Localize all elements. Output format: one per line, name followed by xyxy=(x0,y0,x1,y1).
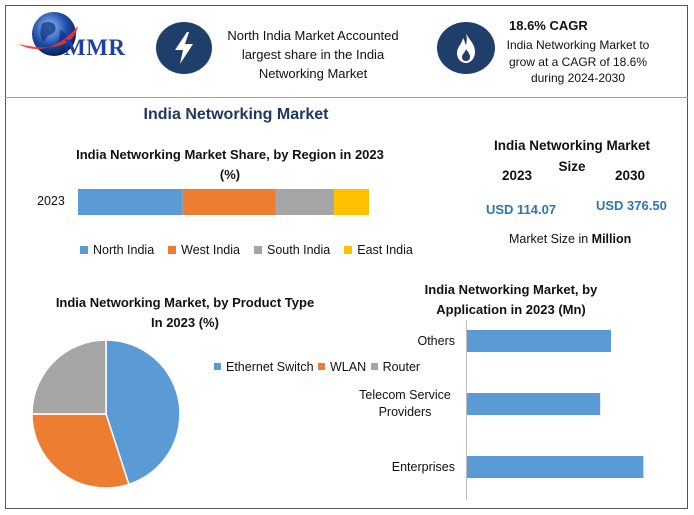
legend-swatch-south xyxy=(253,246,262,254)
page-title: India Networking Market xyxy=(143,106,329,123)
product-pie-chart xyxy=(31,339,181,489)
flame-icon-circle xyxy=(437,22,495,74)
application-bar-others xyxy=(467,330,611,352)
region-bar-segment-west-india xyxy=(182,189,276,215)
market-size-year-2023: 2023 xyxy=(502,168,533,183)
legend-swatch-north xyxy=(80,246,88,254)
region-chart-title: India Networking Market Share, by Region… xyxy=(76,147,384,182)
header-info-north: North India Market Accounted largest sha… xyxy=(227,28,399,81)
unit-bold: Million xyxy=(591,232,632,246)
infographic-frame xyxy=(5,5,688,509)
legend-swatch-wlan xyxy=(318,363,325,370)
legend-north-india: North India xyxy=(80,243,154,257)
header-divider xyxy=(5,97,688,98)
application-chart-title: India Networking Market, by Application … xyxy=(424,282,598,317)
lightning-icon-circle xyxy=(156,22,212,74)
legend-wlan: WLAN xyxy=(318,359,366,375)
legend-swatch-east xyxy=(344,246,353,254)
flame-icon xyxy=(457,33,475,63)
legend-south-india: South India xyxy=(253,243,331,257)
unit-prefix: Market Size in xyxy=(509,232,592,246)
pie-slice-wlan xyxy=(31,413,130,489)
logo-text: MMR xyxy=(64,35,126,60)
logo: MMR xyxy=(12,10,142,60)
region-category-label: 2023 xyxy=(37,194,65,208)
legend-label: Ethernet Switch xyxy=(226,359,314,374)
legend-swatch-router xyxy=(370,363,378,370)
region-bar-segment-east-india xyxy=(334,189,369,215)
pie-slice-router xyxy=(31,339,107,415)
pie-slice-ethernet-switch xyxy=(105,339,181,486)
legend-label: East India xyxy=(357,243,413,257)
lightning-icon xyxy=(175,32,193,64)
legend-label: WLAN xyxy=(330,359,367,374)
legend-swatch-ethernet xyxy=(214,363,221,370)
app-label-others: Others xyxy=(417,334,455,348)
app-label-telecom: Telecom Service Providers xyxy=(359,388,451,419)
application-axis-line xyxy=(466,320,467,500)
application-bar-telecom-service-providers xyxy=(467,393,601,415)
legend-west-india: West India xyxy=(168,243,240,257)
legend-swatch-west xyxy=(168,246,177,254)
legend-label: Router xyxy=(382,359,421,374)
pie-legend: Ethernet Switch WLAN Router xyxy=(214,357,420,402)
product-chart-title: India Networking Market, by Product Type… xyxy=(55,295,315,330)
cagr-description: India Networking Market to grow at a CAG… xyxy=(506,38,650,85)
legend-label: South India xyxy=(266,243,331,257)
region-bar-segment-north-india xyxy=(78,189,183,215)
region-bar-segment-south-india xyxy=(275,189,335,215)
market-size-value-2030: USD 376.50 xyxy=(596,198,667,213)
application-bar-enterprises xyxy=(467,456,644,478)
globe-icon xyxy=(18,12,78,56)
cagr-title: 18.6% CAGR xyxy=(509,18,588,33)
market-size-title: India Networking Market Size xyxy=(493,138,651,174)
market-size-value-2023: USD 114.07 xyxy=(486,202,557,217)
legend-router: Router xyxy=(370,359,421,375)
app-label-enterprises: Enterprises xyxy=(391,460,455,474)
application-bar-chart xyxy=(467,330,644,478)
legend-label: West India xyxy=(181,243,240,257)
legend-label: North India xyxy=(93,243,155,257)
market-size-year-2030: 2030 xyxy=(615,168,646,183)
legend-east-india: East India xyxy=(344,243,413,257)
legend-ethernet-switch: Ethernet Switch xyxy=(214,359,314,375)
market-size-unit: Market Size in Million xyxy=(509,232,631,246)
region-stacked-bar xyxy=(78,189,369,215)
region-legend: North India West India South India East … xyxy=(80,243,413,257)
